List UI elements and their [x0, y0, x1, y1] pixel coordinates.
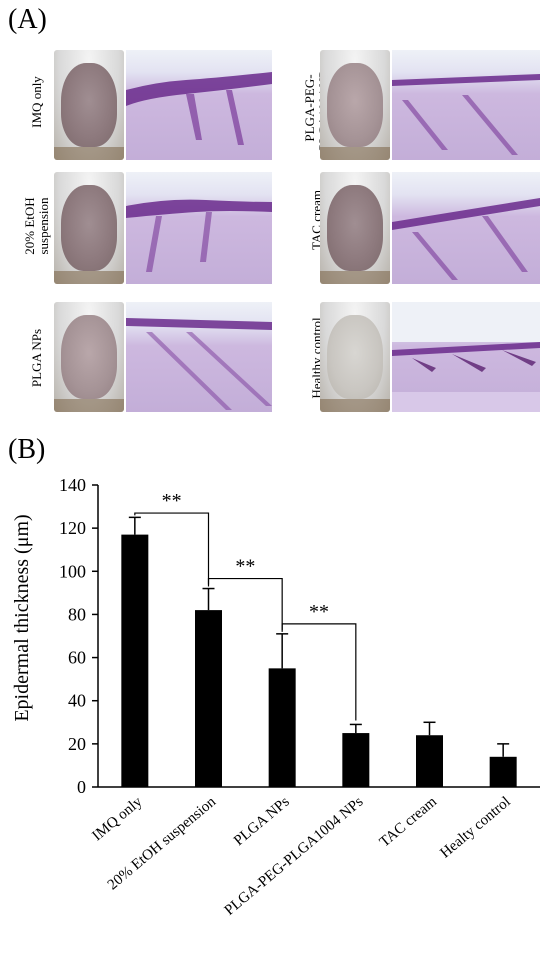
y-tick-label: 80 — [68, 604, 86, 624]
bar-chart: Epidermal thickness (μm) 0 20 40 60 80 100 120… — [11, 475, 540, 919]
x-tick-label: TAC cream — [377, 794, 441, 851]
y-tick-label: 120 — [59, 518, 86, 538]
x-tick-label: IMQ only — [89, 793, 145, 844]
bar — [416, 735, 443, 787]
mouse-photo-tac-cream — [320, 172, 390, 284]
bar — [268, 668, 296, 787]
significance-label: ** — [309, 601, 329, 623]
bar — [342, 733, 370, 787]
histology-plga-peg-plga1004 — [392, 50, 540, 160]
bar — [489, 756, 517, 787]
bar — [121, 534, 149, 787]
histology-tac-cream — [392, 172, 540, 284]
significance-label: ** — [162, 490, 182, 512]
x-tick-label: Healty control — [437, 794, 513, 862]
significance-bracket — [134, 512, 210, 585]
y-tick-label: 40 — [68, 691, 86, 711]
histology-20-etoh — [126, 172, 272, 284]
row-label-imq-only: IMQ only — [29, 76, 44, 128]
significance-bracket — [281, 623, 357, 721]
y-tick-label: 100 — [59, 561, 86, 581]
y-tick-label: 60 — [68, 648, 86, 668]
x-tick-label: PLGA-PEG-PLGA1004 NPs — [222, 794, 367, 919]
panel-a-label: (A) — [8, 4, 47, 35]
mouse-photo-20-etoh — [54, 172, 124, 284]
row-label-plga-nps: PLGA NPs — [29, 328, 44, 388]
bar — [195, 610, 222, 787]
y-axis-label: Epidermal thickness (μm) — [11, 514, 33, 721]
y-tick-label: 0 — [77, 777, 86, 797]
histology-plga-nps — [126, 302, 272, 412]
x-tick-label: PLGA NPs — [231, 794, 293, 849]
significance-bracket — [207, 577, 283, 630]
mouse-photo-imq-only — [54, 50, 124, 160]
significance-label: ** — [235, 556, 255, 578]
row-label-20-etoh: 20% EtOH suspension — [22, 197, 51, 255]
panel-b-label: (B) — [8, 434, 46, 465]
histology-imq-only — [126, 50, 272, 160]
histology-healthy-control — [392, 302, 540, 412]
y-tick-label: 140 — [59, 475, 86, 495]
mouse-photo-plga-peg-plga1004 — [320, 50, 390, 160]
mouse-photo-healthy-control — [320, 302, 390, 412]
mouse-photo-plga-nps — [54, 302, 124, 412]
y-tick-label: 20 — [68, 734, 86, 754]
